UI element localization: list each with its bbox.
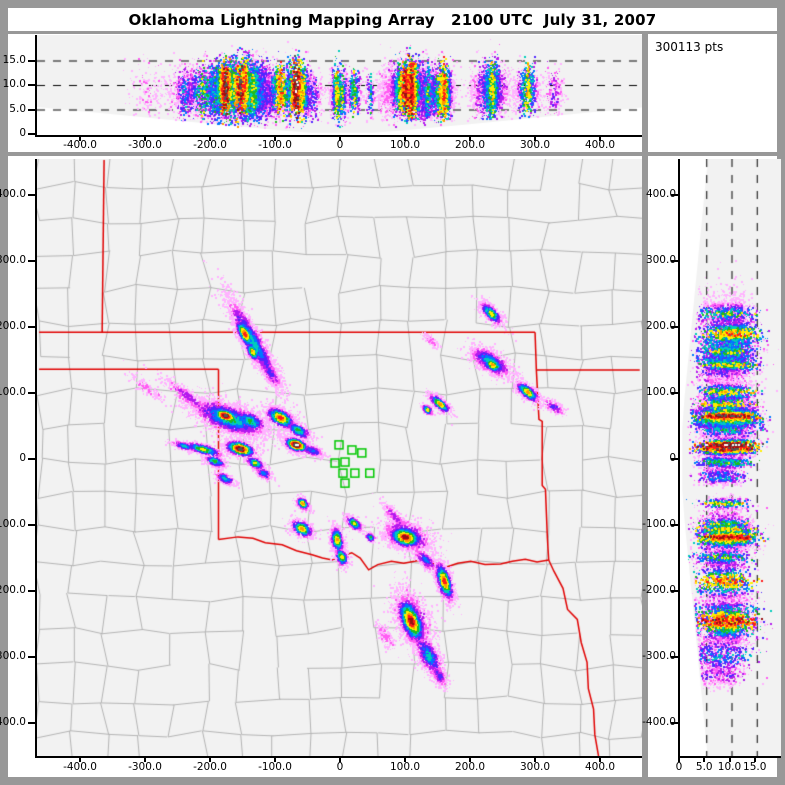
- title-bar: Oklahoma Lightning Mapping Array 2100 UT…: [8, 8, 777, 31]
- window-title: Oklahoma Lightning Mapping Array 2100 UT…: [128, 10, 657, 29]
- point-count-label: 300113 pts: [655, 40, 724, 54]
- plan-view-canvas[interactable]: [37, 159, 642, 756]
- ns-altitude-plot[interactable]: [678, 159, 781, 758]
- ns-altitude-canvas[interactable]: [680, 159, 781, 756]
- plan-view-plot[interactable]: [35, 159, 642, 758]
- ew-altitude-plot[interactable]: [35, 35, 642, 137]
- point-count-panel: [648, 34, 777, 152]
- ew-altitude-canvas[interactable]: [37, 35, 642, 135]
